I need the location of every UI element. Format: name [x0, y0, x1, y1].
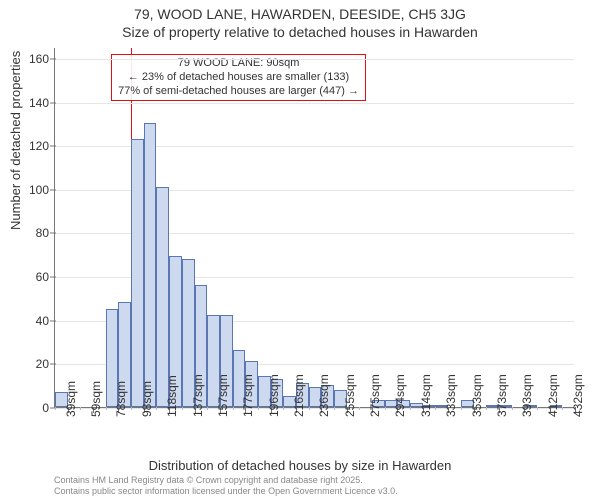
histogram-bar [144, 123, 157, 407]
y-tick-label: 120 [29, 139, 55, 153]
x-tick-label: 333sqm [444, 374, 458, 417]
x-tick-label: 373sqm [495, 374, 509, 417]
x-tick-minor [562, 407, 563, 410]
subject-annotation-box: 79 WOOD LANE: 90sqm ← 23% of detached ho… [111, 54, 366, 101]
x-tick-label: 432sqm [571, 374, 585, 417]
x-tick-minor [55, 407, 56, 410]
x-tick-label: 157sqm [216, 374, 230, 417]
y-axis-label: Number of detached properties [8, 51, 23, 230]
x-tick-label: 314sqm [419, 374, 433, 417]
x-tick-minor [207, 407, 208, 410]
x-tick-minor [537, 407, 538, 410]
x-tick-label: 59sqm [89, 381, 103, 417]
plot-area: 79 WOOD LANE: 90sqm ← 23% of detached ho… [54, 48, 574, 408]
x-tick-minor [106, 407, 107, 410]
footer-attribution: Contains HM Land Registry data © Crown c… [54, 475, 580, 496]
chart-title: 79, WOOD LANE, HAWARDEN, DEESIDE, CH5 3J… [0, 0, 600, 41]
y-tick-label: 60 [36, 270, 55, 284]
y-tick-label: 20 [36, 357, 55, 371]
x-tick-label: 255sqm [343, 374, 357, 417]
gridline [55, 59, 574, 60]
y-tick-label: 40 [36, 314, 55, 328]
annot-line2: ← 23% of detached houses are smaller (13… [118, 71, 359, 85]
x-tick-minor [512, 407, 513, 410]
x-tick-minor [182, 407, 183, 410]
x-tick-minor [131, 407, 132, 410]
x-tick-minor [410, 407, 411, 410]
chart-area: 79 WOOD LANE: 90sqm ← 23% of detached ho… [54, 48, 574, 408]
x-tick-label: 137sqm [191, 374, 205, 417]
x-tick-label: 393sqm [520, 374, 534, 417]
x-tick-minor [461, 407, 462, 410]
x-tick-label: 353sqm [470, 374, 484, 417]
x-tick-minor [258, 407, 259, 410]
gridline [55, 103, 574, 104]
footer-line2: Contains public sector information licen… [54, 486, 580, 496]
x-tick-minor [309, 407, 310, 410]
x-tick-minor [334, 407, 335, 410]
x-tick-label: 216sqm [292, 374, 306, 417]
y-tick-label: 100 [29, 183, 55, 197]
x-tick-minor [80, 407, 81, 410]
y-tick-label: 80 [36, 226, 55, 240]
histogram-bar [156, 187, 169, 407]
x-tick-minor [156, 407, 157, 410]
x-tick-label: 412sqm [546, 374, 560, 417]
x-tick-minor [233, 407, 234, 410]
x-tick-minor [435, 407, 436, 410]
x-tick-label: 177sqm [241, 374, 255, 417]
histogram-bar [131, 139, 144, 407]
x-tick-minor [486, 407, 487, 410]
x-tick-label: 39sqm [64, 381, 78, 417]
y-tick-label: 0 [42, 401, 55, 415]
x-tick-label: 78sqm [114, 381, 128, 417]
title-line1: 79, WOOD LANE, HAWARDEN, DEESIDE, CH5 3J… [0, 6, 600, 24]
y-tick-label: 140 [29, 96, 55, 110]
x-tick-label: 236sqm [317, 374, 331, 417]
annot-line3: 77% of semi-detached houses are larger (… [118, 85, 359, 99]
x-tick-label: 294sqm [393, 374, 407, 417]
title-line2: Size of property relative to detached ho… [0, 24, 600, 42]
x-tick-label: 98sqm [140, 381, 154, 417]
x-tick-label: 275sqm [368, 374, 382, 417]
x-tick-label: 196sqm [267, 374, 281, 417]
x-axis-label: Distribution of detached houses by size … [0, 458, 600, 473]
y-tick-label: 160 [29, 52, 55, 66]
x-tick-label: 118sqm [165, 375, 179, 417]
x-tick-minor [283, 407, 284, 410]
x-tick-minor [359, 407, 360, 410]
x-tick-minor [385, 407, 386, 410]
footer-line1: Contains HM Land Registry data © Crown c… [54, 475, 580, 485]
